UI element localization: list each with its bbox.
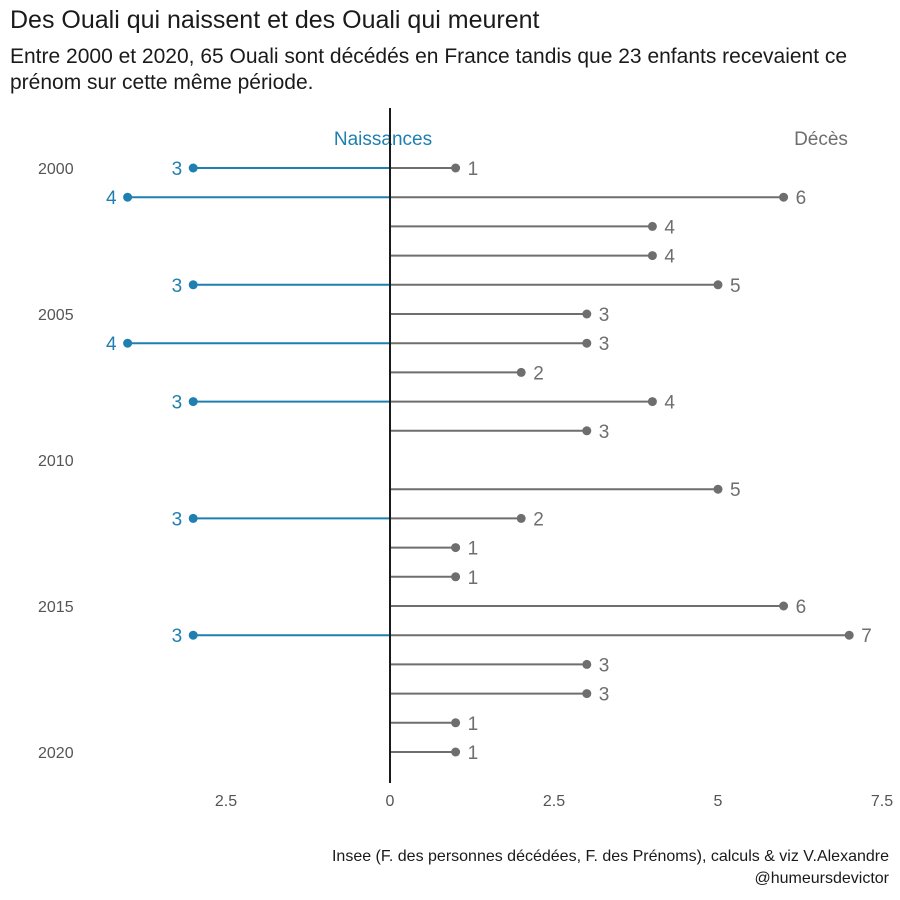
chart-caption: Insee (F. des personnes décédées, F. des… [331,848,889,887]
birth-data-label: 3 [172,159,183,180]
death-data-label: 1 [468,743,479,764]
death-point [516,513,526,523]
death-point [779,192,789,202]
x-tick-label: 2.5 [543,793,565,810]
death-point [713,484,723,494]
death-point [647,251,657,261]
death-data-label: 5 [730,480,741,501]
death-data-label: 2 [533,363,544,384]
x-tick-label: 2.5 [215,793,237,810]
series-label-deaths: Décès [794,129,848,150]
death-point [779,601,789,611]
death-point [647,221,657,231]
birth-point [123,338,133,348]
birth-data-label: 3 [172,509,183,530]
death-point [582,689,592,699]
death-data-label: 6 [796,597,807,618]
birth-data-label: 4 [106,188,117,209]
death-point [451,163,461,173]
birth-point [188,397,198,407]
death-data-label: 1 [468,714,479,735]
death-data-label: 5 [730,276,741,297]
death-point [451,543,461,553]
death-data-label: 4 [664,393,675,414]
birth-data-label: 3 [172,393,183,414]
x-tick-label: 0 [386,793,395,810]
birth-point [188,630,198,640]
death-data-label: 1 [468,159,479,180]
birth-point [188,513,198,523]
death-point [582,659,592,669]
death-data-label: 3 [599,334,610,355]
death-data-label: 3 [599,305,610,326]
death-point [844,630,854,640]
year-label: 2000 [38,161,74,178]
death-point [451,718,461,728]
birth-data-label: 3 [172,626,183,647]
death-point [713,280,723,290]
death-point [582,338,592,348]
death-point [516,367,526,377]
birth-point [188,280,198,290]
death-data-label: 6 [796,188,807,209]
year-label: 2010 [38,453,74,470]
death-data-label: 3 [599,655,610,676]
series-label-births: Naissances [334,129,432,150]
chart-subtitle: Entre 2000 et 2020, 65 Ouali sont décédé… [10,45,848,94]
death-point [451,747,461,757]
death-data-label: 7 [861,626,872,647]
birth-point [188,163,198,173]
birth-point [123,192,133,202]
birth-data-label: 4 [106,334,117,355]
death-data-label: 2 [533,509,544,530]
chart-title: Des Ouali qui naissent et des Ouali qui … [10,6,540,34]
death-point [647,397,657,407]
death-data-label: 3 [599,422,610,443]
year-label: 2005 [38,307,74,324]
death-data-label: 3 [599,685,610,706]
death-data-label: 4 [664,217,675,238]
x-tick-label: 7.5 [871,793,893,810]
year-label: 2020 [38,745,74,762]
death-data-label: 1 [468,568,479,589]
birth-data-label: 3 [172,276,183,297]
death-data-label: 4 [664,247,675,268]
year-label: 2015 [38,599,74,616]
death-point [582,309,592,319]
death-point [582,426,592,436]
x-tick-label: 5 [714,793,723,810]
death-point [451,572,461,582]
death-data-label: 1 [468,539,479,560]
